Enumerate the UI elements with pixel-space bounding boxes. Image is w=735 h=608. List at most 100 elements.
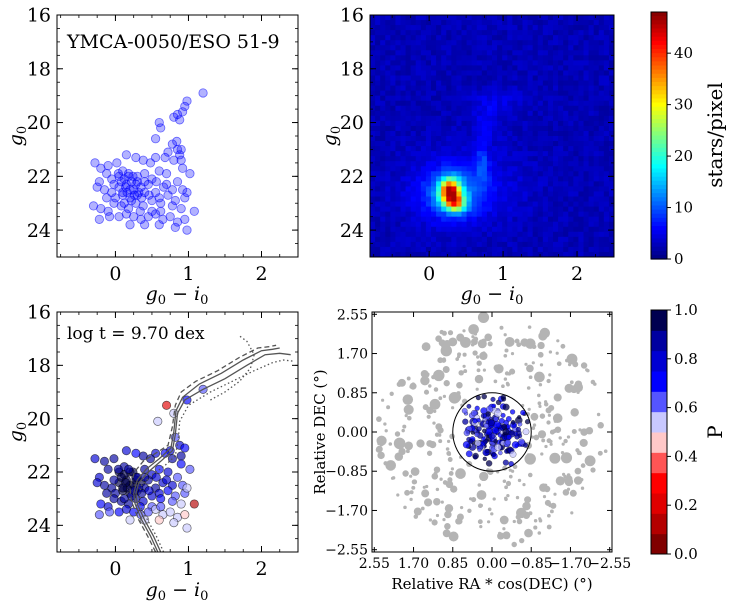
density-cell: [517, 65, 524, 72]
field-star: [506, 493, 510, 498]
y-axis-label-sub: 0: [15, 422, 30, 430]
density-cell: [573, 136, 580, 142]
density-cell: [558, 151, 564, 157]
density-cell: [563, 95, 569, 102]
density-cell: [390, 201, 397, 208]
density-cell: [578, 60, 585, 67]
density-cell: [603, 226, 610, 233]
field-star: [433, 501, 438, 505]
density-cell: [578, 20, 585, 26]
axes-border: [56, 311, 299, 553]
density-cell: [532, 105, 539, 112]
density-cell: [425, 35, 432, 41]
density-cell: [558, 65, 564, 72]
density-cell: [568, 120, 574, 127]
density-cell: [441, 176, 447, 182]
density-cell: [410, 105, 417, 112]
density-cell: [420, 120, 427, 127]
density-cell: [492, 90, 498, 97]
density-cell: [405, 20, 412, 26]
density-cell: [441, 80, 447, 87]
density-cell: [425, 246, 432, 253]
density-cell: [380, 146, 386, 152]
density-cell: [558, 246, 564, 253]
density-cell: [446, 151, 452, 157]
density-cell: [492, 75, 498, 82]
density-cell: [466, 110, 473, 117]
density-cell: [446, 60, 452, 67]
density-cell: [451, 191, 458, 198]
density-cell: [512, 115, 519, 122]
star-point: [176, 144, 186, 155]
density-cell: [502, 90, 508, 97]
density-cell: [522, 186, 529, 193]
density-cell: [436, 191, 442, 198]
density-cell: [446, 226, 452, 233]
field-star: [481, 338, 487, 344]
density-cell: [497, 55, 503, 61]
density-cell: [476, 156, 483, 162]
density-cell: [446, 95, 452, 102]
density-cell: [436, 161, 442, 167]
density-cell: [405, 75, 412, 82]
density-cell: [461, 161, 468, 167]
density-cell: [593, 236, 600, 243]
density-cell: [593, 100, 600, 107]
density-cell: [375, 75, 381, 82]
density-cell: [502, 50, 508, 56]
density-cell: [553, 191, 559, 198]
density-cell: [370, 136, 376, 142]
density-cell: [431, 151, 437, 157]
density-cell: [410, 171, 417, 177]
density-cell: [497, 231, 503, 238]
colorbar-tick-label: 20: [674, 147, 693, 165]
density-cell: [542, 201, 549, 208]
field-star: [442, 480, 448, 485]
field-star: [442, 366, 450, 373]
density-cell: [542, 246, 549, 253]
density-cell: [568, 176, 574, 182]
density-cell: [446, 50, 452, 56]
density-cell: [588, 231, 595, 238]
density-cell: [527, 141, 534, 147]
field-star: [401, 428, 405, 433]
density-cell: [573, 85, 580, 92]
density-cell: [405, 55, 412, 61]
field-star: [474, 374, 484, 384]
density-cell: [431, 146, 437, 152]
density-cell: [502, 171, 508, 177]
density-cell: [431, 40, 437, 46]
density-cell: [425, 231, 432, 238]
density-cell: [420, 130, 427, 137]
density-cell: [492, 60, 498, 67]
field-star: [438, 339, 446, 347]
density-cell: [370, 201, 376, 208]
density-cell: [415, 171, 422, 177]
y-tick-label: 22: [340, 166, 364, 188]
density-cell: [603, 25, 610, 31]
density-cell: [425, 146, 432, 152]
isochrone-line: [133, 347, 280, 552]
density-cell: [415, 110, 422, 117]
density-cell: [400, 30, 407, 36]
density-cell: [471, 90, 478, 97]
density-cell: [466, 151, 473, 157]
density-cell: [553, 35, 559, 41]
density-cell: [608, 146, 614, 152]
density-cell: [466, 236, 473, 243]
density-cell: [507, 50, 513, 56]
density-cell: [547, 236, 554, 243]
density-cell: [502, 241, 508, 248]
density-cell: [603, 120, 610, 127]
density-cell: [375, 221, 381, 228]
density-cell: [380, 206, 386, 213]
density-cell: [527, 241, 534, 248]
density-cell: [553, 236, 559, 243]
density-cell: [476, 216, 483, 223]
density-cell: [573, 50, 580, 56]
density-cell: [593, 130, 600, 137]
field-star: [404, 489, 411, 496]
density-cell: [410, 226, 417, 233]
density-cell: [446, 115, 452, 122]
density-cell: [466, 115, 473, 122]
